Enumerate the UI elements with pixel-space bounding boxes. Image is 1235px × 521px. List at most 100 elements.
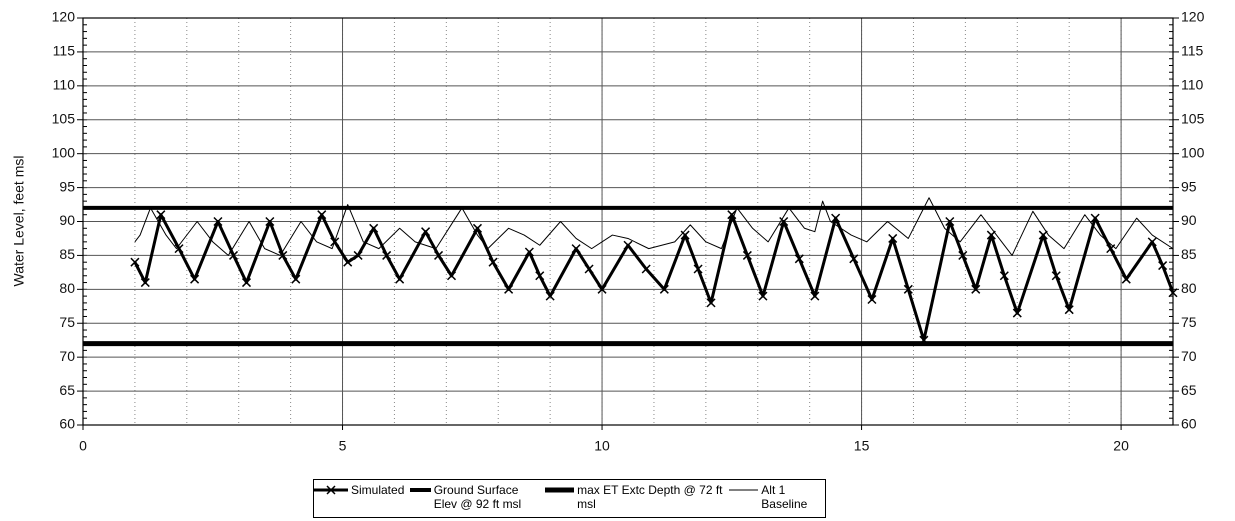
marker xyxy=(130,257,140,267)
marker xyxy=(446,271,457,281)
legend-label: Ground Surface Elev @ 92 ft msl xyxy=(433,483,522,511)
marker xyxy=(1012,308,1022,318)
marker xyxy=(395,274,405,284)
y-tick-label: 60 xyxy=(59,416,75,432)
marker xyxy=(317,210,327,220)
marker xyxy=(1168,288,1178,298)
marker xyxy=(140,278,150,288)
y2-tick-label: 85 xyxy=(1181,246,1197,262)
legend-swatch xyxy=(410,488,431,492)
marker xyxy=(1064,305,1074,315)
marker xyxy=(524,247,534,257)
y-tick-label: 75 xyxy=(59,314,75,330)
marker xyxy=(1090,213,1100,223)
legend-item: max ET Extc Depth @ 72 ft msl xyxy=(544,483,723,511)
y2-tick-label: 90 xyxy=(1181,212,1197,228)
y-tick-label: 100 xyxy=(52,144,76,160)
y2-tick-label: 100 xyxy=(1181,144,1205,160)
marker xyxy=(535,271,545,281)
marker xyxy=(794,254,804,264)
legend-swatch xyxy=(544,487,575,493)
marker xyxy=(1158,261,1168,271)
marker xyxy=(945,216,955,227)
series-line xyxy=(133,213,1175,342)
marker xyxy=(727,210,737,220)
y2-tick-label: 75 xyxy=(1181,314,1197,330)
y2-tick-label: 115 xyxy=(1181,43,1204,59)
series-line xyxy=(134,197,1174,256)
y2-tick-label: 110 xyxy=(1181,77,1204,93)
y2-tick-label: 105 xyxy=(1181,110,1205,126)
plot-frame xyxy=(82,17,1174,426)
y2-tick-label: 65 xyxy=(1181,382,1197,398)
marker xyxy=(999,271,1009,281)
legend-label: max ET Extc Depth @ 72 ft msl xyxy=(577,483,723,511)
x-tick-label: 10 xyxy=(594,438,610,454)
y-tick-label: 80 xyxy=(59,280,75,296)
marker xyxy=(353,250,363,260)
marker xyxy=(758,291,768,301)
x-tick-label: 20 xyxy=(1113,438,1129,454)
marker xyxy=(434,250,444,260)
marker xyxy=(1051,271,1061,281)
y2-tick-label: 80 xyxy=(1181,280,1197,296)
marker xyxy=(867,294,877,305)
marker xyxy=(1121,274,1131,284)
marker xyxy=(1038,230,1048,240)
x-tick-label: 0 xyxy=(79,438,87,454)
marker xyxy=(584,264,594,274)
marker xyxy=(831,213,841,223)
marker xyxy=(421,227,431,237)
legend-label: Simulated xyxy=(351,483,405,497)
marker xyxy=(971,284,981,294)
y2-tick-label: 95 xyxy=(1181,178,1197,194)
marker xyxy=(849,254,859,264)
marker xyxy=(545,291,555,301)
x-tick-label: 15 xyxy=(854,438,870,454)
legend-swatch xyxy=(314,485,348,495)
y-tick-label: 110 xyxy=(53,77,76,93)
marker xyxy=(571,244,581,254)
marker xyxy=(190,274,200,284)
marker xyxy=(888,233,898,243)
marker xyxy=(343,257,353,267)
y2-tick-label: 120 xyxy=(1181,9,1205,25)
marker xyxy=(241,278,252,288)
marker xyxy=(382,250,392,260)
marker xyxy=(810,291,820,301)
legend-item: Ground Surface Elev @ 92 ft msl xyxy=(410,483,538,511)
marker xyxy=(1147,237,1157,247)
marker xyxy=(779,216,789,227)
marker xyxy=(291,274,301,284)
y2-tick-label: 60 xyxy=(1181,416,1197,432)
y-tick-label: 65 xyxy=(59,382,75,398)
marker xyxy=(706,298,716,308)
marker xyxy=(659,284,669,294)
plot: Water Level, feet msl 60 65 70 75 80 85 90 95 10… xyxy=(11,9,1205,454)
marker xyxy=(213,216,223,227)
legend: Simulated Ground Surface Elev @ 92 ft msl… xyxy=(313,479,826,518)
marker xyxy=(174,244,184,254)
y-tick-label: 90 xyxy=(59,212,75,228)
marker xyxy=(903,284,913,294)
y-tick-label: 95 xyxy=(59,178,75,194)
legend-item: Alt 1 Baseline xyxy=(728,483,825,511)
y-axis-label: Water Level, feet msl xyxy=(11,156,27,287)
marker xyxy=(680,230,690,240)
y-tick-label: 85 xyxy=(59,246,75,262)
y-tick-label: 120 xyxy=(52,9,76,25)
marker xyxy=(369,223,379,233)
marker xyxy=(742,250,752,260)
marker xyxy=(623,240,633,250)
marker xyxy=(693,264,703,274)
y-tick-label: 105 xyxy=(52,110,76,126)
y2-tick-label: 70 xyxy=(1181,348,1197,364)
marker xyxy=(641,264,651,274)
x-tick-label: 5 xyxy=(339,438,347,454)
marker xyxy=(326,485,336,495)
y-tick-label: 70 xyxy=(59,348,75,364)
y-tick-label: 115 xyxy=(53,43,76,59)
legend-swatch xyxy=(728,489,759,491)
marker xyxy=(265,216,275,227)
